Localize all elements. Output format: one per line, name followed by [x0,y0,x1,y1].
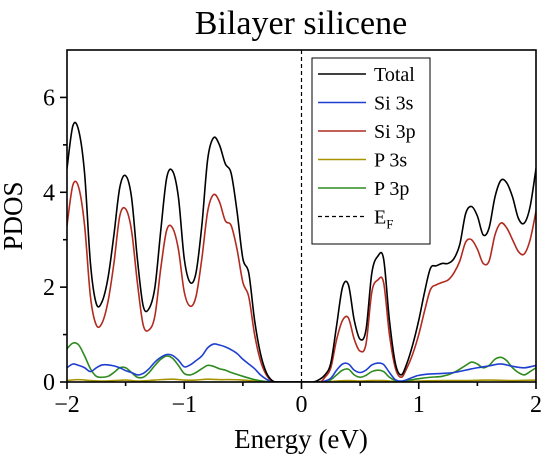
series-line-si-3s [67,343,536,382]
y-tick-label: 0 [43,370,55,396]
legend-label-p-3s: P 3s [374,150,407,172]
chart-title: Bilayer silicene [195,5,407,42]
series-layer [67,121,536,382]
y-tick-label: 4 [43,180,55,206]
legend-label-si-3p: Si 3p [374,121,416,143]
legend-box [311,57,431,245]
series-line-p-3p [67,342,536,382]
x-tick-label: 0 [296,392,308,418]
x-tick-label: 1 [413,392,425,418]
y-axis-label: PDOS [0,181,28,250]
legend-label-total: Total [374,64,415,86]
y-tick-label: 2 [43,275,55,301]
series-line-si-3p [67,180,536,382]
x-axis-label: Energy (eV) [234,424,368,454]
y-tick-label: 6 [43,85,55,111]
series-line-total [67,121,536,382]
legend-label-si-3s: Si 3s [374,93,414,115]
x-tick-label: −1 [171,392,197,418]
y-axis: 0 2 4 6 [43,85,67,396]
legend-label-p-3p: P 3p [374,178,409,200]
x-tick-label: 2 [530,392,542,418]
x-axis: −2 −1 0 1 2 [54,382,542,418]
x-tick-label: −2 [54,392,80,418]
